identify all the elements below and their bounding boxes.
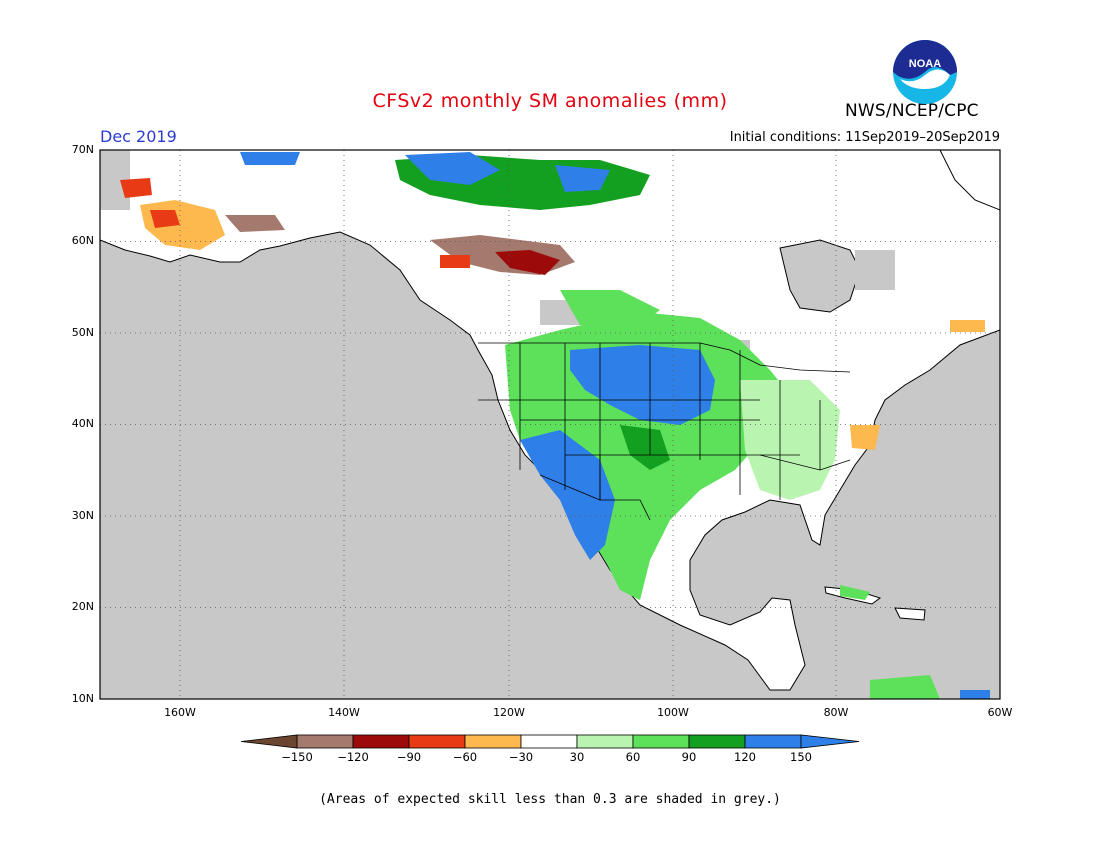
colorbar-swatch: [520, 734, 578, 749]
colorbar-tick-label: −120: [337, 750, 369, 764]
colorbar-swatch: [744, 734, 802, 749]
land-hudson-bay: [779, 239, 861, 313]
colorbar-swatch: [576, 734, 634, 749]
colorbar-swatch: [632, 734, 690, 749]
lat-label-70n: 70N: [71, 143, 94, 156]
colorbar-swatch: [408, 734, 466, 749]
skill-footnote: (Areas of expected skill less than 0.3 a…: [319, 792, 781, 807]
colorbar-tick-label: 60: [625, 750, 641, 764]
lat-label-40n: 40N: [71, 417, 94, 430]
colorbar-tick-label: −30: [508, 750, 534, 764]
land-greenland-edge: [939, 150, 1000, 211]
colorbar-tick-label: 30: [569, 750, 585, 764]
lon-label-120w: 120W: [493, 706, 525, 719]
lon-label-160w: 160W: [164, 706, 196, 719]
colorbar-swatch: [688, 734, 746, 749]
lon-label-100w: 100W: [657, 706, 689, 719]
lon-label-60w: 60W: [987, 706, 1013, 719]
colorbar-tick-label: −150: [281, 750, 313, 764]
political-borders: [478, 342, 851, 521]
land-hispaniola: [894, 607, 926, 621]
colorbar-tick-label: 120: [734, 750, 756, 764]
colorbar-swatch: [352, 734, 410, 749]
colorbar-swatch: [464, 734, 522, 749]
colorbar-arrow-low: [240, 734, 298, 749]
lat-label-50n: 50N: [71, 326, 94, 339]
map-title: CFSv2 monthly SM anomalies (mm): [372, 90, 728, 112]
noaa-logo-icon: NOAA: [893, 40, 957, 104]
lat-label-30n: 30N: [71, 509, 94, 522]
colorbar-swatch: [296, 734, 354, 749]
colorbar-tick-label: −60: [452, 750, 478, 764]
lat-label-10n: 10N: [71, 692, 94, 705]
colorbar-arrow-high: [800, 734, 860, 749]
lat-label-20n: 20N: [71, 600, 94, 613]
anomaly-field: [120, 152, 990, 699]
valid-month-label: Dec 2019: [100, 127, 177, 146]
svg-text:NOAA: NOAA: [909, 58, 941, 70]
organization-label: NWS/NCEP/CPC: [845, 101, 979, 121]
lat-lon-grid: [100, 150, 1000, 699]
initial-conditions-label: Initial conditions: 11Sep2019–20Sep2019: [729, 130, 1000, 145]
colorbar-tick-label: 90: [681, 750, 697, 764]
lon-label-140w: 140W: [328, 706, 360, 719]
map-frame: [99, 149, 1001, 700]
colorbar-tick-label: 150: [790, 750, 812, 764]
colorbar-tick-label: −90: [396, 750, 422, 764]
lon-label-80w: 80W: [823, 706, 849, 719]
lat-label-60n: 60N: [71, 234, 94, 247]
